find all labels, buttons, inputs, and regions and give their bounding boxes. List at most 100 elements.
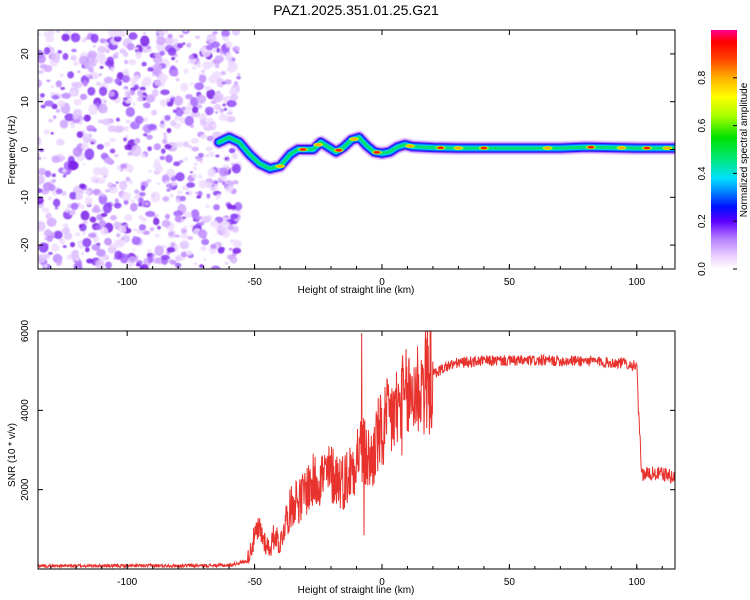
noise-blob: [231, 152, 238, 160]
noise-blob: [228, 108, 232, 112]
noise-blob: [85, 133, 93, 139]
noise-blob: [86, 258, 94, 264]
noise-blob: [69, 210, 75, 216]
noise-blob: [70, 124, 76, 129]
noise-blob: [99, 257, 107, 262]
noise-blob: [71, 82, 78, 88]
noise-blob: [61, 190, 67, 197]
noise-blob: [130, 202, 138, 212]
noise-blob: [160, 120, 165, 125]
noise-blob: [57, 100, 66, 108]
noise-blob: [81, 37, 87, 43]
noise-blob: [38, 97, 44, 103]
noise-blob: [83, 114, 91, 122]
noise-blob: [40, 104, 46, 109]
noise-blob: [100, 209, 104, 213]
noise-blob: [51, 173, 57, 178]
noise-blob: [134, 47, 139, 50]
noise-blob: [82, 220, 89, 225]
noise-blob: [91, 207, 101, 214]
noise-blob: [224, 215, 229, 218]
noise-blob: [179, 240, 190, 250]
noise-blob: [139, 191, 146, 197]
noise-blob: [70, 55, 78, 61]
spectrogram-x-tick-label: 50: [504, 277, 516, 288]
noise-blob: [189, 82, 195, 86]
noise-blob: [229, 100, 237, 107]
noise-blob: [156, 36, 166, 46]
noise-blob: [232, 226, 239, 233]
noise-blob: [88, 75, 93, 80]
noise-blob: [173, 95, 184, 106]
noise-blob: [114, 77, 122, 85]
noise-blob: [106, 56, 114, 65]
noise-blob: [170, 241, 176, 248]
snr-x-axis: -100 -50 0 50 100: [50, 331, 663, 588]
noise-blob: [179, 117, 186, 124]
noise-blob: [128, 32, 138, 40]
noise-blob: [71, 48, 77, 53]
noise-blob: [145, 210, 156, 218]
noise-blob: [113, 221, 121, 228]
noise-blob: [43, 31, 50, 38]
noise-blob: [120, 168, 124, 172]
noise-blob: [109, 214, 117, 221]
colorbar: 0.0 0.2 0.4 0.6 0.8 Normalized spectral ampl…: [697, 30, 750, 276]
noise-blob: [90, 141, 95, 145]
noise-blob: [98, 52, 106, 59]
noise-blob: [147, 146, 152, 152]
spectrogram-y-axis-label: Frequency (Hz): [7, 116, 18, 185]
noise-blob: [143, 31, 147, 35]
noise-blob: [230, 205, 237, 210]
noise-blob: [59, 119, 69, 129]
noise-blob: [213, 180, 219, 185]
noise-blob: [153, 158, 161, 167]
noise-blob: [166, 188, 171, 192]
noise-blob: [166, 246, 176, 253]
noise-blob: [47, 118, 54, 123]
noise-blob: [175, 107, 184, 117]
noise-blob: [88, 66, 95, 73]
noise-blob: [139, 86, 146, 91]
noise-blob: [230, 213, 239, 220]
noise-blob: [164, 213, 171, 220]
noise-blob: [183, 211, 192, 218]
noise-blob: [140, 35, 150, 47]
noise-blob: [130, 199, 135, 203]
noise-blob: [167, 33, 173, 39]
noise-blob: [194, 162, 198, 166]
noise-blob: [38, 196, 44, 205]
noise-blob: [38, 156, 42, 160]
noise-blob: [208, 151, 215, 158]
noise-blob: [38, 153, 41, 156]
noise-blob: [88, 104, 98, 116]
noise-blob: [163, 135, 168, 139]
noise-blob: [184, 115, 194, 126]
noise-blob: [144, 201, 149, 206]
noise-blob: [205, 146, 214, 152]
noise-blob: [134, 115, 144, 125]
spectrogram-y-tick-label: 0: [20, 146, 31, 152]
noise-blob: [116, 233, 121, 238]
noise-blob: [225, 41, 233, 48]
noise-blob: [196, 63, 202, 68]
noise-blob: [135, 262, 141, 267]
spectrogram-x-axis-label: Height of straight line (km): [298, 285, 415, 296]
spectrogram-y-tick-label: 10: [20, 96, 31, 108]
noise-blob: [151, 89, 159, 97]
noise-blob: [69, 242, 76, 248]
noise-blob: [113, 202, 122, 209]
noise-blob: [226, 116, 236, 123]
noise-blob: [162, 138, 168, 145]
noise-blob: [210, 185, 216, 192]
noise-blob: [187, 145, 193, 149]
noise-blob: [149, 227, 155, 232]
noise-blob: [38, 69, 45, 75]
snr-y-tick-label: 2000: [20, 478, 31, 501]
noise-blob: [64, 207, 70, 213]
noise-blob: [60, 86, 66, 90]
noise-blob: [43, 129, 50, 135]
ridge-peak: [480, 146, 488, 150]
noise-blob: [61, 33, 70, 42]
noise-blob: [183, 68, 189, 74]
